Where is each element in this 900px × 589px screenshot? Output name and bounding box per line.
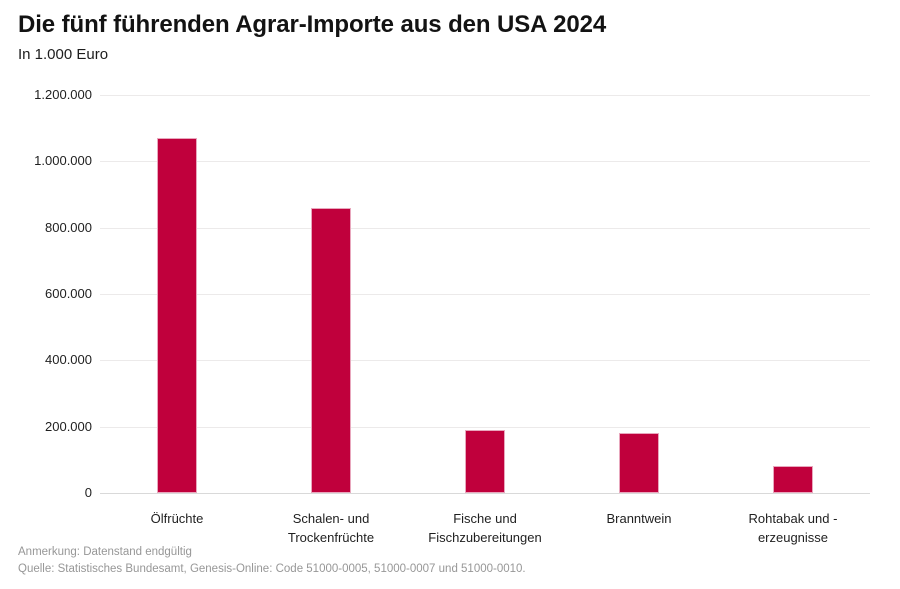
footnote-note: Anmerkung: Datenstand endgültig [18,546,192,558]
gridline [100,493,870,494]
chart-title: Die fünf führenden Agrar-Importe aus den… [18,11,607,38]
x-axis-category-label: Rohtabak und - erzeugnisse [713,509,873,547]
y-axis-tick-label: 600.000 [45,286,92,301]
bars-group [100,95,870,493]
gridline [100,95,870,96]
bar[interactable] [311,208,351,493]
x-axis-category-label: Fische und Fischzubereitungen [405,509,565,547]
gridline [100,294,870,295]
x-axis-category-label-line: erzeugnisse [757,530,829,545]
x-axis-category-label-line: Trockenfrüchte [287,530,375,545]
x-axis-category-label: Ölfrüchte [97,509,257,528]
chart-subtitle: In 1.000 Euro [18,46,109,63]
x-axis-category-label-line: Fische und [453,511,517,526]
bar[interactable] [465,429,505,493]
x-axis-category-label-line: Fischzubereitungen [428,530,542,545]
bar[interactable] [619,433,659,493]
gridline [100,360,870,362]
x-axis-category-label-line: Schalen- und [292,511,370,526]
gridline [100,426,870,428]
y-axis-tick-label: 400.000 [45,352,92,368]
y-axis-tick-label: 1.200.000 [34,87,92,102]
plot-area [100,95,870,494]
gridline [100,227,870,229]
gridline [100,161,870,163]
x-axis-category-label-line: Ölfrüchte [150,511,204,526]
y-axis-tick-label: 0 [84,485,92,500]
y-axis-tick-label: 1.000.000 [34,153,92,169]
y-axis-tick-label: 200.000 [45,418,92,434]
x-axis-category-label-line: Branntwein [606,511,672,526]
x-axis-category-label-line: Rohtabak und - [748,511,838,526]
x-axis-category-label: Branntwein [559,509,719,528]
bar[interactable] [773,466,813,493]
bar[interactable] [157,138,197,493]
y-axis-tick-label: 800.000 [45,219,92,235]
x-axis-category-label: Schalen- und Trockenfrüchte [251,509,411,547]
footnote-source: Quelle: Statistisches Bundesamt, Genesis… [18,563,526,575]
